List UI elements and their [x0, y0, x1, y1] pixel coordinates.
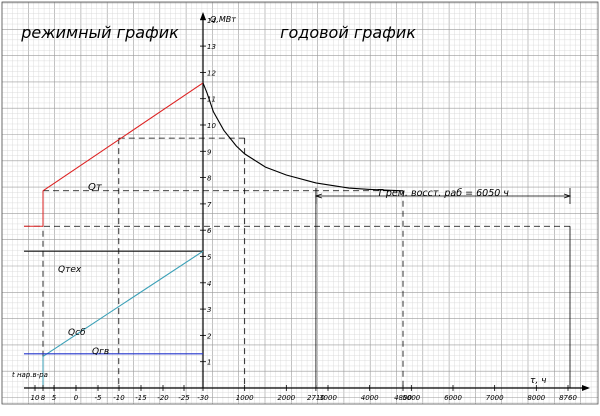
x-left-tick-label: -5 — [95, 394, 103, 402]
t-start-label: t нар.в-ра — [12, 371, 48, 379]
x-right-tick-label: 8760 — [559, 394, 577, 402]
y-tick-label: 7 — [207, 201, 212, 209]
series-label-qgv: Qгв — [92, 347, 109, 357]
y-tick-label: 1 — [207, 359, 211, 367]
x-right-tick-label: 1000 — [236, 394, 254, 402]
series-label-qtex: Qтех — [58, 265, 82, 275]
y-tick-label: 13 — [207, 43, 216, 51]
x-left-tick-label: -20 — [157, 394, 169, 402]
y-tick-label: 14 — [207, 17, 216, 25]
x-left-tick-label: 5 — [52, 394, 57, 402]
x-right-tick-label: 4000 — [361, 394, 379, 402]
x-left-tick-label: -25 — [178, 394, 190, 402]
x-axis-arrow — [582, 385, 590, 391]
y-tick-label: 9 — [207, 148, 212, 156]
x-right-tick-label: 6000 — [444, 394, 462, 402]
x-right-tick-label: 4800 — [394, 394, 412, 402]
right-title: годовой график — [280, 23, 416, 42]
x-right-tick-label: 3000 — [319, 394, 337, 402]
annotation-arrow-right — [563, 193, 572, 199]
series-line-0 — [42, 82, 204, 192]
x-left-tick-label: -10 — [113, 394, 125, 402]
y-axis-arrow — [200, 12, 206, 20]
x-right-tick-label: 8000 — [527, 394, 545, 402]
y-tick-label: 5 — [207, 254, 212, 262]
y-tick-label: 2 — [207, 332, 212, 340]
series-line-2 — [42, 250, 204, 357]
y-tick-label: 6 — [207, 227, 212, 235]
x-right-tick-label: 7000 — [486, 394, 504, 402]
x-axis-label: τ, ч — [530, 376, 546, 386]
annotation-label: T рем. восст. раб = 6050 ч — [377, 188, 509, 199]
x-left-tick-label: 8 — [41, 394, 46, 402]
grid — [1, 1, 599, 405]
annotation-arrow-left — [314, 193, 323, 199]
left-title: режимный график — [20, 23, 179, 42]
x-left-tick-label: -15 — [135, 394, 147, 402]
y-tick-label: 11 — [207, 96, 216, 104]
y-tick-label: 12 — [207, 69, 216, 77]
x-right-tick-label: 2000 — [277, 394, 295, 402]
x-right-tick-label: 2710 — [307, 394, 325, 402]
y-axis-label: Q,МВт — [210, 15, 236, 24]
y-tick-label: 8 — [207, 175, 212, 183]
y-tick-label: 10 — [207, 122, 216, 130]
series-label-qsb: Qсб — [68, 328, 86, 338]
dashed-guides — [24, 137, 572, 388]
frame — [1, 1, 599, 405]
axes: 12345678910111213141516171810850-5-10-15… — [24, 12, 590, 402]
x-left-tick-label: -30 — [197, 394, 209, 402]
series-lines — [24, 82, 404, 357]
x-left-tick-label: 10 — [31, 394, 40, 402]
y-tick-label: 3 — [207, 306, 211, 314]
duration-curve — [202, 82, 404, 192]
x-left-tick-label: 0 — [74, 394, 79, 402]
series-label-qt: Qт — [88, 182, 103, 193]
x-right-tick-label: 5000 — [402, 394, 420, 402]
y-tick-label: 4 — [207, 280, 211, 288]
